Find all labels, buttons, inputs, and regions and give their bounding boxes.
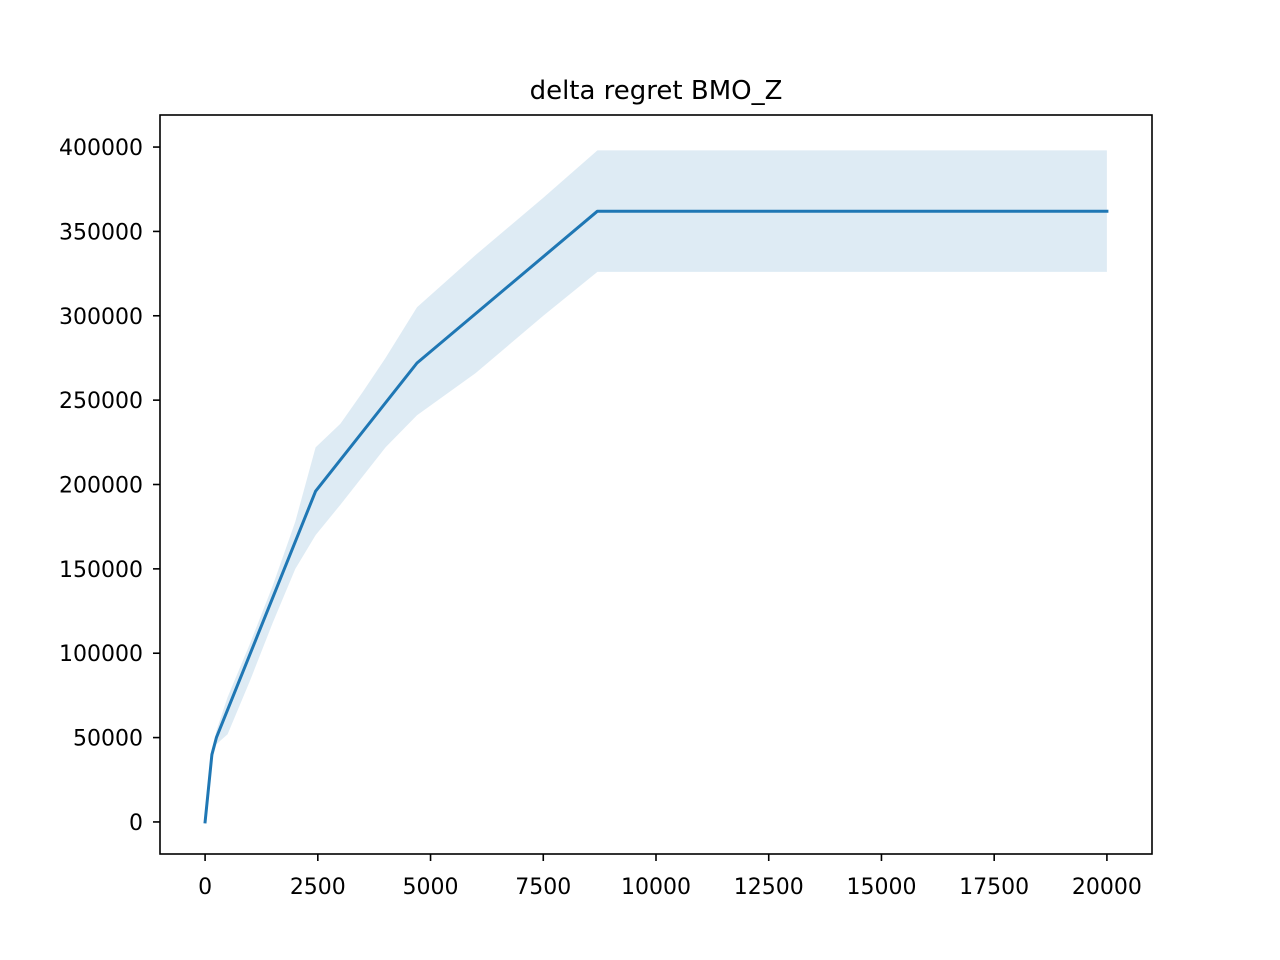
y-tick-label: 200000 — [59, 474, 143, 499]
x-axis: 0 2500 5000 7500 10000 12500 15000 17500 20000 — [198, 854, 1142, 900]
x-tick-label: 10000 — [621, 875, 691, 900]
y-tick-label: 250000 — [59, 389, 143, 414]
y-tick-label: 100000 — [59, 642, 143, 667]
y-tick-label: 400000 — [59, 136, 143, 161]
chart-title: delta regret BMO_Z — [530, 76, 783, 106]
axes-frame — [159, 114, 1153, 855]
y-tick-label: 0 — [129, 811, 143, 836]
y-tick-label: 150000 — [59, 558, 143, 583]
y-axis: 0 50000 100000 150000 200000 250000 300000 3500… — [59, 136, 160, 836]
y-tick-label: 300000 — [59, 305, 143, 330]
x-tick-label: 20000 — [1072, 875, 1142, 900]
y-tick-label: 350000 — [59, 220, 143, 245]
series-line — [203, 209, 1109, 824]
plot-area — [203, 150, 1109, 824]
x-tick-label: 15000 — [846, 875, 916, 900]
x-tick-label: 0 — [198, 875, 212, 900]
x-tick-label: 17500 — [959, 875, 1029, 900]
y-tick-label: 50000 — [73, 727, 143, 752]
x-tick-label: 2500 — [290, 875, 346, 900]
x-tick-label: 5000 — [403, 875, 459, 900]
x-tick-label: 12500 — [734, 875, 804, 900]
confidence-band — [205, 150, 1107, 822]
x-tick-label: 7500 — [515, 875, 571, 900]
